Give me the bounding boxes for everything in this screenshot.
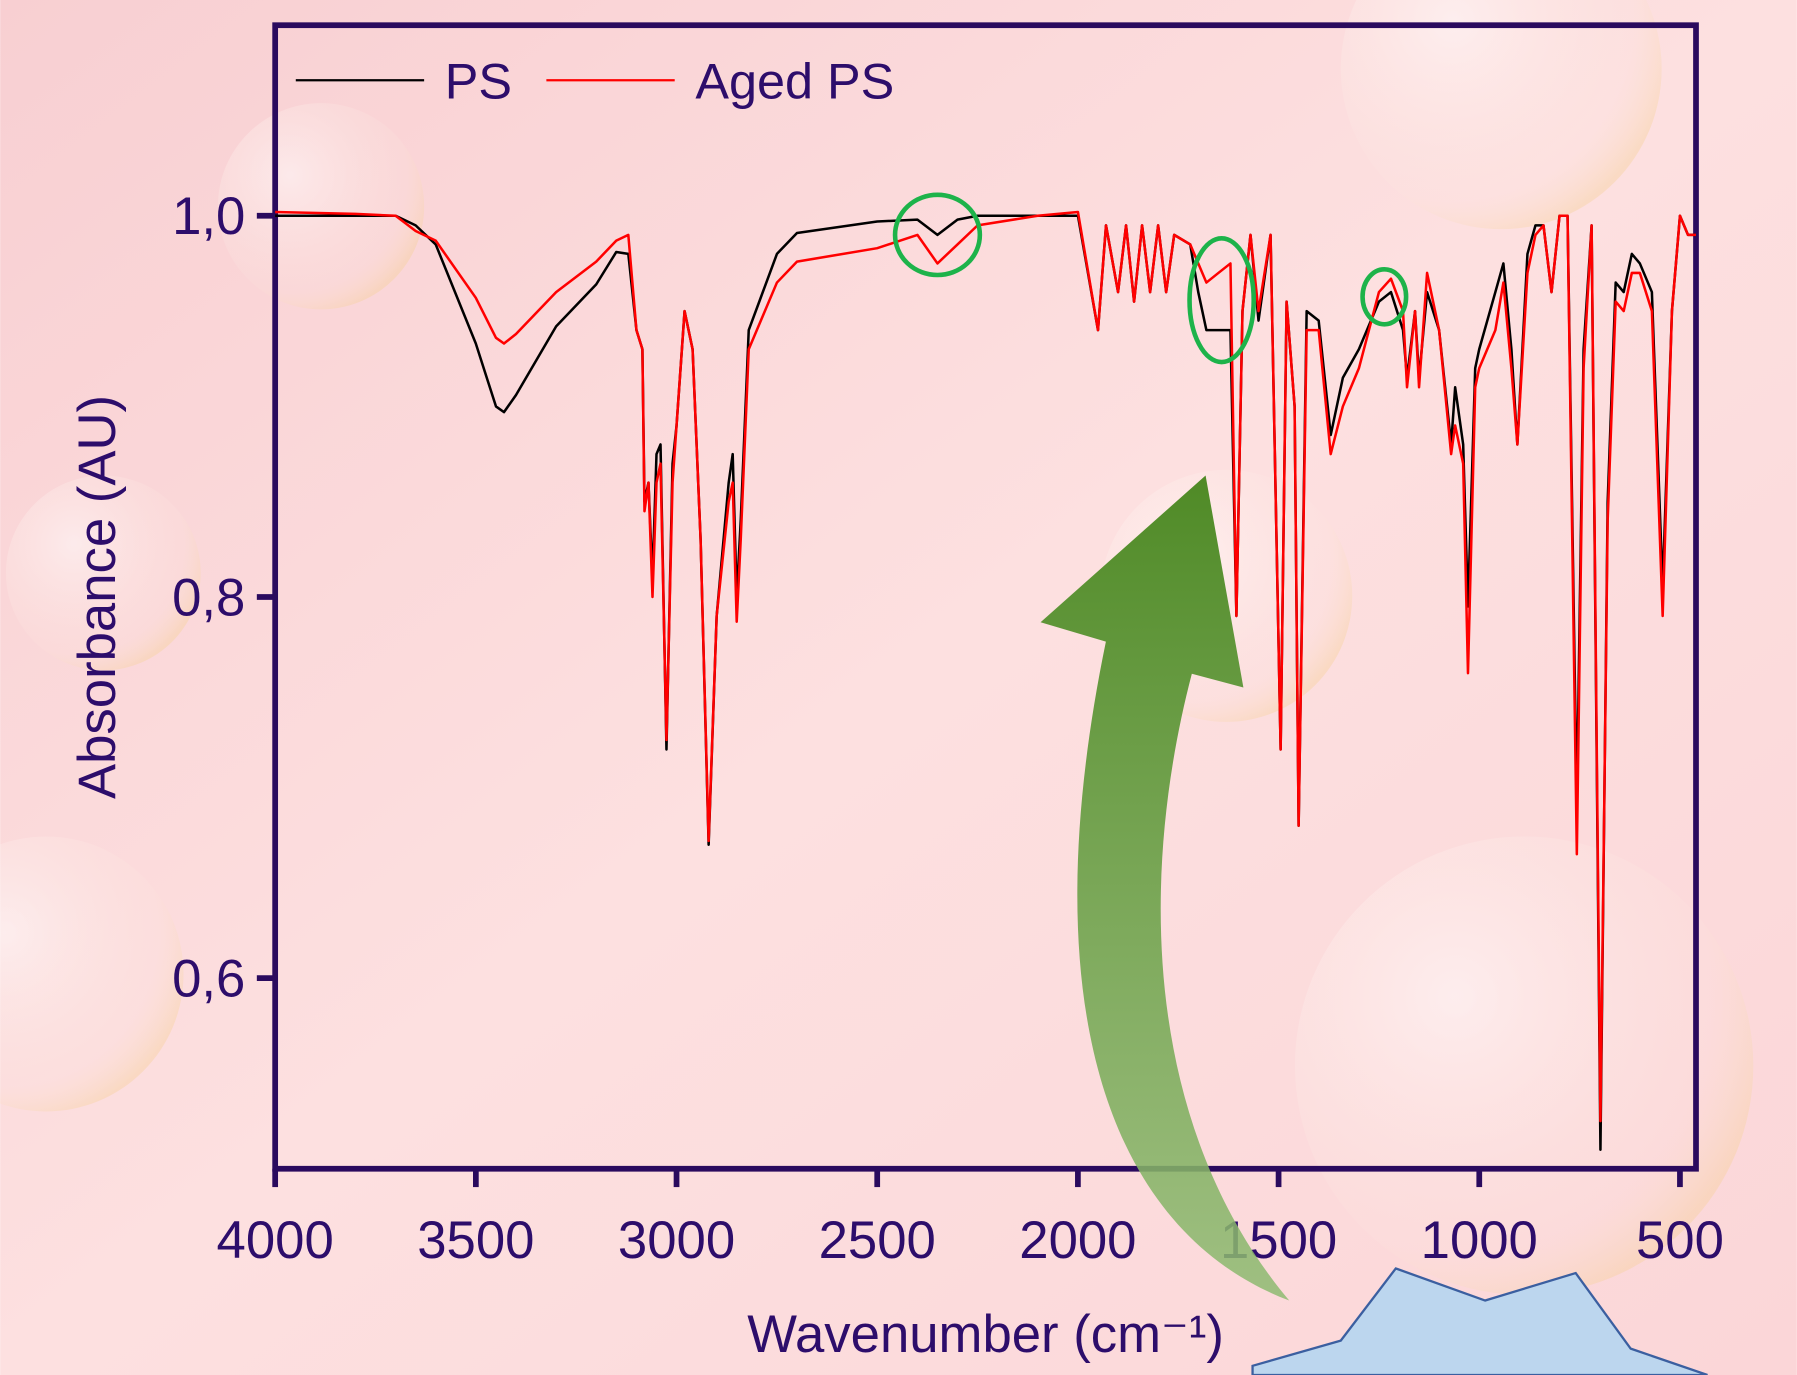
y-tick-label: 1,0: [172, 187, 245, 246]
x-tick-label: 3000: [618, 1211, 735, 1270]
legend: PS Aged PS: [295, 53, 894, 110]
arrow: [1040, 475, 1290, 1301]
bubble: [1340, 0, 1662, 230]
series-line: [275, 210, 1696, 1123]
highlight-circle: [892, 192, 983, 278]
x-tick-label: 500: [1636, 1211, 1724, 1270]
y-tick-label: 0,8: [172, 568, 245, 627]
highlight-circle: [1360, 266, 1409, 327]
x-tick-label: 1000: [1421, 1211, 1538, 1270]
legend-label: PS: [445, 53, 512, 110]
x-tick-label: 2500: [819, 1211, 936, 1270]
legend-label: Aged PS: [695, 53, 894, 110]
x-tick-label: 4000: [217, 1211, 334, 1270]
x-tick-label: 3500: [417, 1211, 534, 1270]
bubble: [1294, 836, 1754, 1295]
highlight-circle: [1187, 236, 1256, 365]
y-axis-title: Absorbance (AU): [68, 395, 127, 799]
plot-lines: [275, 210, 1696, 1151]
highlight-circles: [892, 192, 1409, 365]
bubble: [217, 103, 425, 310]
decorative-shape: [1251, 1267, 1708, 1375]
y-tick-label: 0,6: [172, 949, 245, 1008]
x-tick-label: 2000: [1019, 1211, 1136, 1270]
x-axis-title: Wavenumber (cm⁻¹): [747, 1305, 1224, 1364]
bubble: [5, 475, 201, 671]
bubble: [0, 836, 184, 1112]
